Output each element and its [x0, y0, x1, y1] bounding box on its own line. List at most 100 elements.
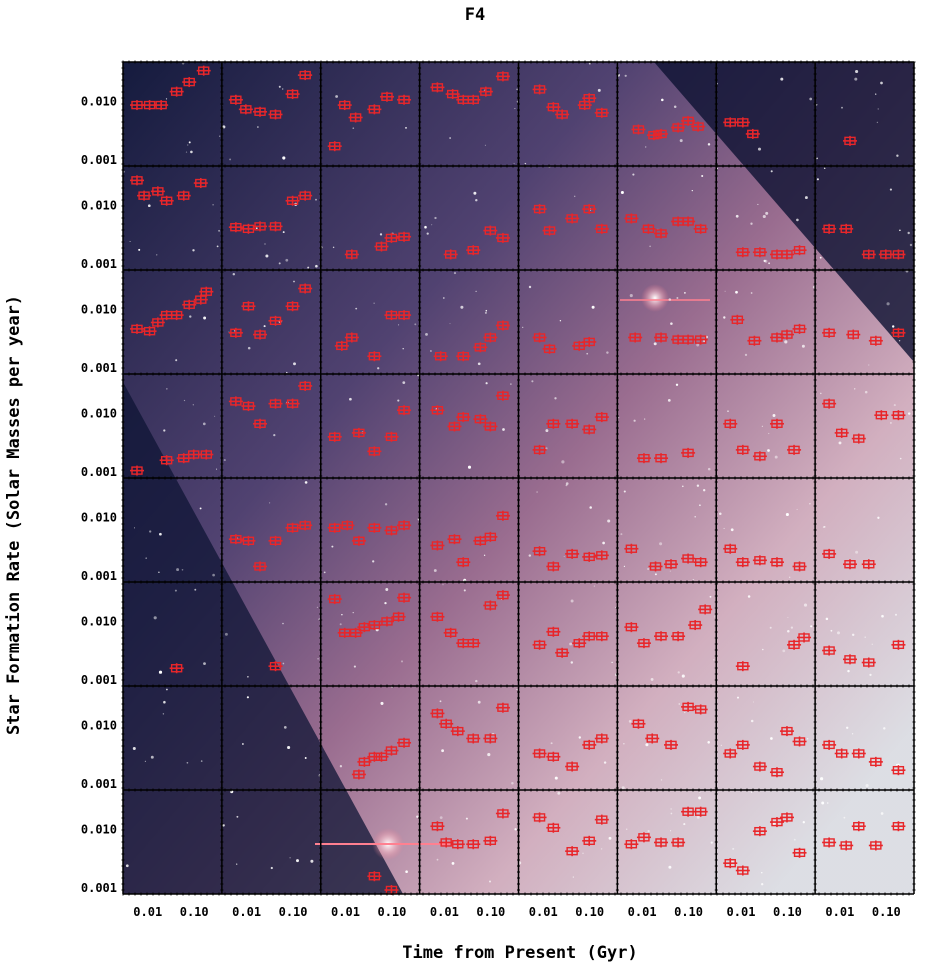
panel-r0-c4: [532, 84, 609, 120]
background-star: [645, 146, 647, 148]
data-point: [450, 726, 465, 737]
background-star: [676, 297, 679, 299]
data-point: [671, 631, 686, 642]
data-point: [253, 561, 268, 572]
background-star: [823, 167, 826, 170]
background-star: [713, 659, 715, 661]
background-star: [647, 830, 650, 833]
panel-r2-c4: [532, 332, 597, 354]
panel-r1-c5: [624, 213, 708, 239]
data-point: [624, 622, 639, 633]
background-star: [768, 262, 771, 265]
background-star: [247, 346, 251, 350]
background-star: [757, 147, 762, 151]
background-star: [883, 727, 886, 730]
background-star: [750, 719, 754, 723]
background-star: [830, 629, 833, 632]
data-point: [769, 767, 784, 778]
panel-r7-c4: [532, 812, 609, 857]
background-star: [768, 432, 770, 435]
background-star: [453, 272, 457, 275]
data-point: [268, 315, 283, 326]
background-star: [896, 764, 898, 766]
background-star: [175, 359, 178, 362]
panel-r3-c3: [430, 390, 510, 432]
background-star: [282, 622, 284, 625]
data-point: [150, 186, 165, 197]
background-star: [723, 316, 726, 319]
background-star: [331, 545, 334, 548]
data-point: [641, 223, 656, 234]
panel-r0-c2: [327, 91, 412, 152]
data-point: [565, 548, 580, 559]
background-star: [780, 77, 784, 81]
background-star: [907, 231, 910, 235]
data-point: [594, 631, 609, 642]
data-point: [693, 704, 708, 715]
background-star: [283, 726, 287, 729]
data-point: [594, 223, 609, 234]
background-star: [224, 632, 228, 636]
x-tick-label: 0.10: [476, 905, 505, 919]
data-point: [483, 600, 498, 611]
background-star: [699, 504, 701, 507]
y-tick-label: 0.010: [81, 95, 117, 109]
background-star: [621, 786, 625, 790]
panel-r3-c2: [327, 405, 412, 457]
background-star: [436, 858, 439, 861]
data-point: [495, 510, 510, 521]
data-point: [447, 421, 462, 432]
background-star: [304, 481, 308, 484]
x-tick-label: 0.10: [180, 905, 209, 919]
data-point: [735, 661, 750, 672]
data-point: [839, 840, 854, 851]
background-star: [573, 195, 576, 198]
data-point: [379, 91, 394, 102]
background-star: [323, 571, 326, 574]
data-point: [176, 190, 191, 201]
data-point: [327, 141, 342, 152]
panel-r5-c7: [822, 639, 906, 668]
data-point: [582, 835, 597, 846]
data-point: [822, 548, 837, 559]
data-point: [334, 340, 349, 351]
y-tick-label: 0.001: [81, 881, 117, 895]
background-star: [273, 433, 276, 437]
data-point: [253, 329, 268, 340]
data-point: [253, 418, 268, 429]
data-point: [693, 557, 708, 568]
background-star: [380, 701, 384, 705]
panel-r2-c1: [228, 283, 313, 340]
background-star: [701, 174, 704, 178]
data-point: [495, 232, 510, 243]
data-point: [532, 546, 547, 557]
data-point: [285, 522, 300, 533]
background-star: [222, 824, 225, 827]
data-point: [495, 390, 510, 401]
background-star: [681, 485, 684, 488]
data-point: [344, 332, 359, 343]
panel-r5-c5: [624, 604, 713, 649]
background-star: [232, 272, 236, 276]
data-point: [129, 175, 144, 186]
background-star: [557, 791, 561, 795]
background-star: [589, 506, 592, 509]
background-star: [545, 429, 549, 433]
data-point: [478, 86, 493, 97]
background-star: [536, 491, 538, 493]
background-star: [247, 675, 249, 678]
panel-r3-c4: [532, 412, 609, 455]
data-point: [747, 335, 762, 346]
background-star: [531, 380, 534, 383]
data-point: [769, 418, 784, 429]
data-point: [384, 525, 399, 536]
data-point: [787, 639, 802, 650]
background-star: [855, 69, 859, 74]
data-point: [664, 739, 679, 750]
data-point: [348, 627, 363, 638]
background-star: [236, 863, 238, 865]
background-star: [750, 791, 753, 793]
x-tick-label: 0.01: [529, 905, 558, 919]
data-point: [861, 559, 876, 570]
background-star: [216, 468, 218, 470]
